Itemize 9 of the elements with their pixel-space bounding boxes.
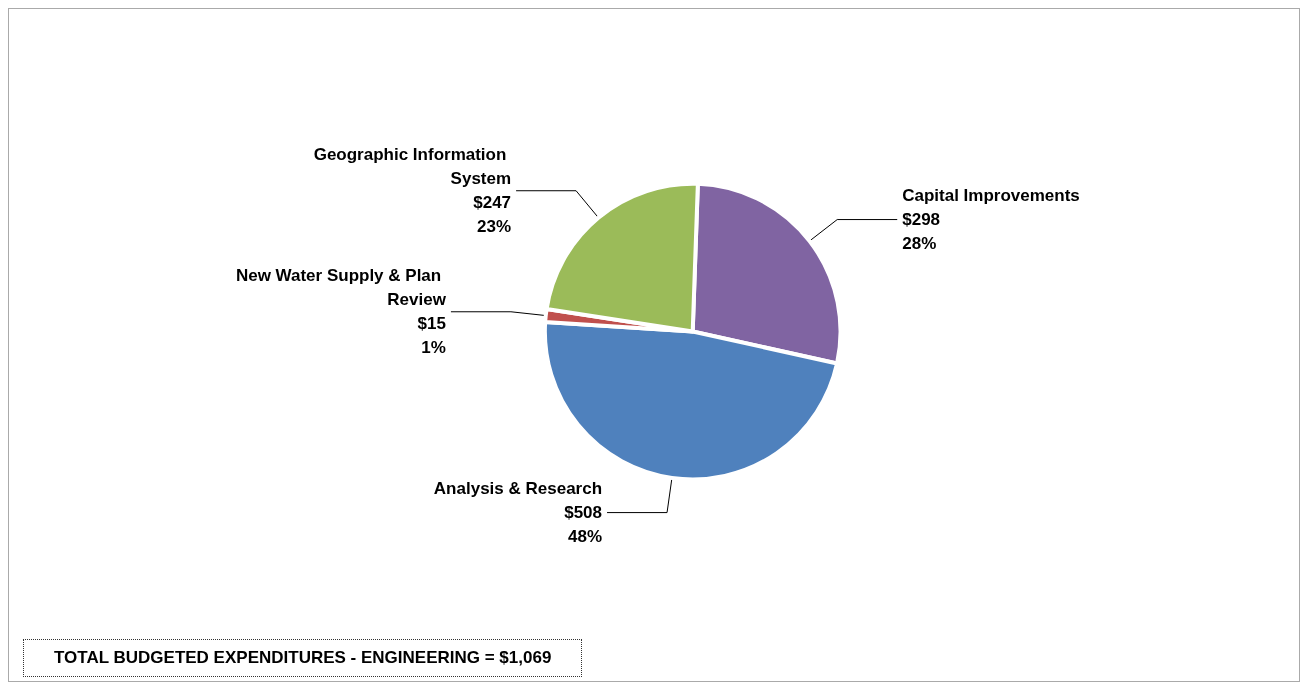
data-label: $15 1% — [417, 314, 446, 358]
slice-label: Geographic Information System — [313, 145, 512, 189]
data-label: $508 48% — [564, 503, 603, 547]
slice-label: New Water Supply & Plan Review — [235, 266, 447, 310]
data-label: $298 28% — [902, 210, 941, 254]
slice-label: Capital Improvements — [902, 186, 1080, 206]
text: TOTAL BUDGETED EXPENDITURES - ENGINEERING = $1,069 — [23, 639, 583, 677]
data-label: $247 23% — [473, 193, 512, 237]
slice-label: Analysis & Research — [433, 479, 603, 499]
